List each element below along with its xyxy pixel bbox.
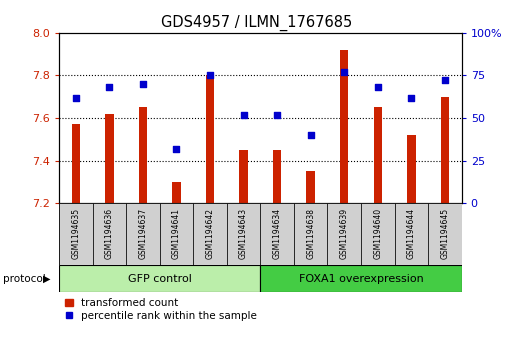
Text: protocol: protocol [3, 274, 45, 284]
Bar [59, 265, 260, 292]
Bar [340, 50, 348, 203]
Text: GSM1194636: GSM1194636 [105, 208, 114, 259]
Bar [373, 107, 382, 203]
Point [407, 95, 416, 101]
Point [172, 146, 181, 152]
Text: GSM1194637: GSM1194637 [139, 208, 147, 259]
Text: FOXA1 overexpression: FOXA1 overexpression [299, 274, 423, 284]
Text: GSM1194644: GSM1194644 [407, 208, 416, 259]
Bar [306, 171, 315, 203]
Text: GSM1194638: GSM1194638 [306, 208, 315, 259]
Bar [92, 203, 126, 265]
Bar [206, 76, 214, 203]
Bar [59, 203, 92, 265]
Bar [260, 203, 294, 265]
Point [139, 81, 147, 87]
Bar [193, 203, 227, 265]
Bar [240, 150, 248, 203]
Text: GSM1194643: GSM1194643 [239, 208, 248, 259]
Bar [428, 203, 462, 265]
Text: GFP control: GFP control [128, 274, 192, 284]
Point [273, 112, 281, 118]
Bar [394, 203, 428, 265]
Text: GSM1194635: GSM1194635 [71, 208, 80, 259]
Text: GSM1194641: GSM1194641 [172, 208, 181, 259]
Point [206, 72, 214, 78]
Text: ▶: ▶ [44, 274, 51, 284]
Bar [72, 125, 80, 203]
Legend: transformed count, percentile rank within the sample: transformed count, percentile rank withi… [64, 297, 258, 322]
Point [340, 69, 348, 75]
Point [373, 84, 382, 90]
Point [441, 78, 449, 83]
Bar [105, 114, 113, 203]
Bar [172, 182, 181, 203]
Bar [441, 97, 449, 203]
Bar [327, 203, 361, 265]
Bar [407, 135, 416, 203]
Bar [361, 203, 394, 265]
Bar [260, 265, 462, 292]
Point [307, 132, 315, 138]
Bar [139, 107, 147, 203]
Bar [273, 150, 281, 203]
Bar [227, 203, 260, 265]
Text: GSM1194645: GSM1194645 [441, 208, 449, 259]
Bar [294, 203, 327, 265]
Text: GDS4957 / ILMN_1767685: GDS4957 / ILMN_1767685 [161, 15, 352, 31]
Bar [160, 203, 193, 265]
Point [105, 84, 113, 90]
Point [240, 112, 248, 118]
Text: GSM1194640: GSM1194640 [373, 208, 382, 259]
Point [72, 95, 80, 101]
Text: GSM1194639: GSM1194639 [340, 208, 349, 259]
Text: GSM1194634: GSM1194634 [272, 208, 282, 259]
Bar [126, 203, 160, 265]
Text: GSM1194642: GSM1194642 [206, 208, 214, 259]
